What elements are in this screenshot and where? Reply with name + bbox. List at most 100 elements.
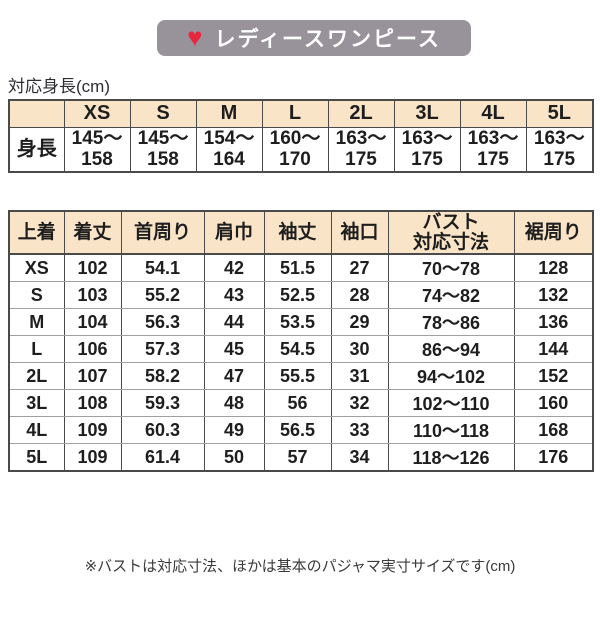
garment-table-body: XS 102 54.1 42 51.5 27 70～78 128 S 103 55.2 43 52.5 2… bbox=[8, 253, 594, 472]
garment-table-column-header: 裾周り bbox=[513, 210, 594, 255]
height-table-value-cell: 163～ 175 bbox=[525, 126, 594, 173]
garment-table-value-cell: 102～110 bbox=[387, 389, 515, 417]
height-table-value-cell: 160～ 170 bbox=[261, 126, 329, 173]
garment-table-value-cell: 33 bbox=[330, 416, 389, 444]
garment-table-column-header: 袖丈 bbox=[263, 210, 332, 255]
garment-table-value-cell: 86～94 bbox=[387, 335, 515, 363]
garment-table-value-cell: 109 bbox=[63, 443, 122, 472]
garment-table-value-cell: 168 bbox=[513, 416, 594, 444]
height-table-value-cell: 154～ 164 bbox=[195, 126, 263, 173]
garment-table-value-cell: 57 bbox=[263, 443, 332, 472]
garment-table-value-cell: 136 bbox=[513, 308, 594, 336]
garment-table-value-cell: 106 bbox=[63, 335, 122, 363]
garment-table-value-cell: 56 bbox=[263, 389, 332, 417]
garment-table-size-label: L bbox=[8, 335, 65, 363]
garment-table-value-cell: 32 bbox=[330, 389, 389, 417]
garment-table-value-cell: 118～126 bbox=[387, 443, 515, 472]
garment-table-column-header: 首周り bbox=[120, 210, 205, 255]
category-badge: ♥ レディースワンピース bbox=[157, 20, 471, 56]
garment-table-value-cell: 59.3 bbox=[120, 389, 205, 417]
garment-table-value-cell: 94～102 bbox=[387, 362, 515, 390]
garment-table-value-cell: 104 bbox=[63, 308, 122, 336]
garment-table-value-cell: 78～86 bbox=[387, 308, 515, 336]
height-table-size-header: XS bbox=[63, 99, 131, 128]
garment-table-value-cell: 51.5 bbox=[263, 253, 332, 282]
garment-table-size-label: 4L bbox=[8, 416, 65, 444]
garment-table-value-cell: 152 bbox=[513, 362, 594, 390]
garment-table-row: 2L 107 58.2 47 55.5 31 94～102 152 bbox=[8, 362, 594, 390]
garment-table-value-cell: 107 bbox=[63, 362, 122, 390]
height-table-header-row: XS S M L 2L 3L 4L 5L bbox=[8, 99, 594, 128]
height-table-value-cell: 145～ 158 bbox=[63, 126, 131, 173]
garment-table-row: 4L 109 60.3 49 56.5 33 110～118 168 bbox=[8, 416, 594, 444]
height-table-corner-cell bbox=[8, 99, 65, 128]
garment-table-header-row: 上着 着丈 首周り 肩巾 袖丈 袖口 バスト 対応寸法 裾周り bbox=[8, 210, 594, 255]
garment-table-value-cell: 56.5 bbox=[263, 416, 332, 444]
garment-table-value-cell: 103 bbox=[63, 281, 122, 309]
garment-table-value-cell: 70～78 bbox=[387, 253, 515, 282]
garment-table-size-label: 2L bbox=[8, 362, 65, 390]
garment-table-value-cell: 58.2 bbox=[120, 362, 205, 390]
garment-table-size-label: M bbox=[8, 308, 65, 336]
garment-table-value-cell: 52.5 bbox=[263, 281, 332, 309]
height-table-size-header: M bbox=[195, 99, 263, 128]
garment-table-value-cell: 54.5 bbox=[263, 335, 332, 363]
garment-table-value-cell: 144 bbox=[513, 335, 594, 363]
garment-table-row: 3L 108 59.3 48 56 32 102～110 160 bbox=[8, 389, 594, 417]
garment-table-value-cell: 56.3 bbox=[120, 308, 205, 336]
garment-table-value-cell: 29 bbox=[330, 308, 389, 336]
garment-table-value-cell: 102 bbox=[63, 253, 122, 282]
height-table-size-header: 4L bbox=[459, 99, 527, 128]
garment-table-row: M 104 56.3 44 53.5 29 78～86 136 bbox=[8, 308, 594, 336]
garment-table-value-cell: 55.2 bbox=[120, 281, 205, 309]
garment-table-value-cell: 54.1 bbox=[120, 253, 205, 282]
garment-table-value-cell: 48 bbox=[203, 389, 265, 417]
garment-table-row: L 106 57.3 45 54.5 30 86～94 144 bbox=[8, 335, 594, 363]
garment-table-value-cell: 31 bbox=[330, 362, 389, 390]
height-table-value-cell: 163～ 175 bbox=[393, 126, 461, 173]
height-table-value-cell: 163～ 175 bbox=[327, 126, 395, 173]
garment-table: 上着 着丈 首周り 肩巾 袖丈 袖口 バスト 対応寸法 裾周り XS 102 54.1 42 51.5 2… bbox=[8, 210, 594, 472]
height-table-value-cell: 163～ 175 bbox=[459, 126, 527, 173]
footnote: ※バストは対応寸法、ほかは基本のパジャマ実寸サイズです(cm) bbox=[84, 558, 516, 575]
garment-table-value-cell: 74～82 bbox=[387, 281, 515, 309]
garment-table-size-label: 3L bbox=[8, 389, 65, 417]
garment-table-value-cell: 27 bbox=[330, 253, 389, 282]
height-table-data-row: 身長 145～ 158 145～ 158 154～ 164 160～ 170 163～ 175 163… bbox=[8, 126, 594, 173]
garment-table-value-cell: 44 bbox=[203, 308, 265, 336]
garment-table-value-cell: 47 bbox=[203, 362, 265, 390]
garment-table-row: 5L 109 61.4 50 57 34 118～126 176 bbox=[8, 443, 594, 472]
garment-table-column-header: バスト 対応寸法 bbox=[387, 210, 515, 255]
garment-table-value-cell: 50 bbox=[203, 443, 265, 472]
garment-table-value-cell: 176 bbox=[513, 443, 594, 472]
garment-table-value-cell: 49 bbox=[203, 416, 265, 444]
garment-table-value-cell: 30 bbox=[330, 335, 389, 363]
height-table-size-header: 5L bbox=[525, 99, 594, 128]
garment-table-value-cell: 108 bbox=[63, 389, 122, 417]
garment-table-value-cell: 45 bbox=[203, 335, 265, 363]
height-table-size-header: S bbox=[129, 99, 197, 128]
garment-table-value-cell: 53.5 bbox=[263, 308, 332, 336]
garment-table-size-label: 5L bbox=[8, 443, 65, 472]
garment-table-value-cell: 110～118 bbox=[387, 416, 515, 444]
garment-table-column-header: 上着 bbox=[8, 210, 65, 255]
height-table-size-header: 2L bbox=[327, 99, 395, 128]
garment-table-column-header: 袖口 bbox=[330, 210, 389, 255]
garment-table-value-cell: 34 bbox=[330, 443, 389, 472]
garment-table-value-cell: 160 bbox=[513, 389, 594, 417]
garment-table-value-cell: 60.3 bbox=[120, 416, 205, 444]
garment-table-row: S 103 55.2 43 52.5 28 74～82 132 bbox=[8, 281, 594, 309]
garment-table-value-cell: 132 bbox=[513, 281, 594, 309]
garment-table-value-cell: 109 bbox=[63, 416, 122, 444]
category-badge-label: レディースワンピース bbox=[214, 28, 441, 51]
garment-table-value-cell: 61.4 bbox=[120, 443, 205, 472]
garment-table-value-cell: 55.5 bbox=[263, 362, 332, 390]
garment-table-value-cell: 42 bbox=[203, 253, 265, 282]
height-table: XS S M L 2L 3L 4L 5L 身長 145～ 158 145～ 158 154～ 164 160… bbox=[8, 99, 594, 173]
garment-table-column-header: 着丈 bbox=[63, 210, 122, 255]
garment-table-row: XS 102 54.1 42 51.5 27 70～78 128 bbox=[8, 253, 594, 282]
garment-table-size-label: XS bbox=[8, 253, 65, 282]
height-table-size-header: 3L bbox=[393, 99, 461, 128]
garment-table-size-label: S bbox=[8, 281, 65, 309]
